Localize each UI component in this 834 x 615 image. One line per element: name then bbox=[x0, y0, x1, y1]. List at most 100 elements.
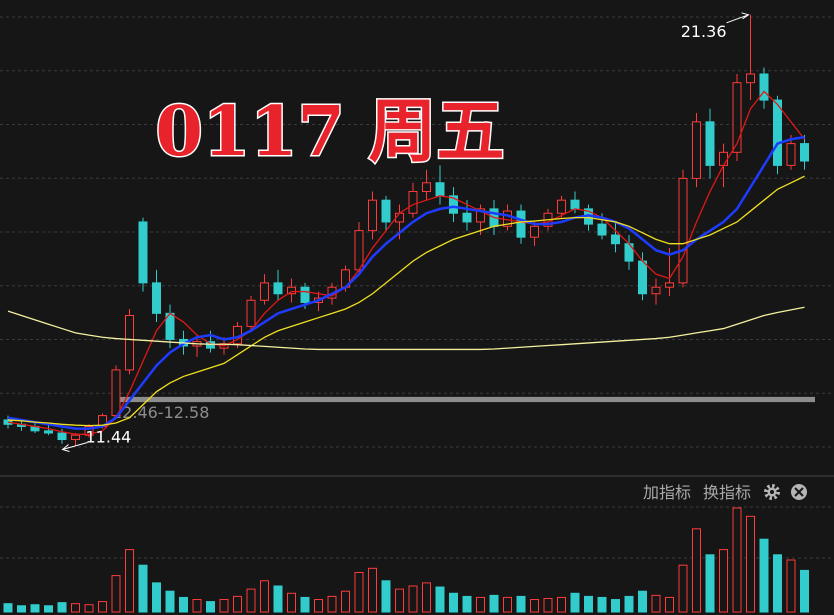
range-band-label: 12.46-12.58 bbox=[112, 403, 209, 422]
gear-teeth bbox=[764, 484, 780, 500]
volume-bar bbox=[287, 592, 296, 613]
volume-bar bbox=[57, 602, 67, 613]
volume-bar bbox=[759, 538, 769, 613]
candle-body bbox=[705, 121, 715, 166]
candle-body bbox=[287, 286, 296, 295]
volume-bar bbox=[543, 597, 553, 613]
volume-bar bbox=[341, 590, 350, 613]
candle-body bbox=[44, 430, 53, 434]
volume-bar bbox=[84, 604, 94, 613]
volume-bar bbox=[3, 603, 13, 613]
candle-body bbox=[516, 210, 526, 238]
volume-bar bbox=[719, 549, 728, 613]
candle-body bbox=[786, 143, 796, 166]
candle-body bbox=[732, 82, 742, 153]
volume-bar bbox=[651, 594, 661, 613]
volume-bar bbox=[219, 599, 229, 613]
candle-body bbox=[611, 234, 620, 245]
candle-body bbox=[152, 282, 161, 314]
candle-body bbox=[422, 182, 431, 192]
volume-bar bbox=[354, 571, 364, 613]
volume-bar bbox=[435, 586, 445, 613]
candle-body bbox=[435, 182, 445, 197]
volume-bar bbox=[476, 596, 485, 613]
candle-body bbox=[381, 199, 391, 223]
add-indicator-button[interactable]: 加指标 bbox=[643, 483, 691, 502]
volume-bar bbox=[570, 592, 580, 613]
volume-bar bbox=[233, 595, 242, 613]
volume-bar bbox=[408, 585, 418, 613]
volume-bar bbox=[462, 595, 472, 613]
candle-body bbox=[57, 432, 67, 441]
volume-bar bbox=[449, 592, 458, 613]
candle-body bbox=[800, 143, 809, 162]
candle-body bbox=[368, 199, 377, 232]
chart-title: 0117 周五 bbox=[156, 92, 505, 172]
high-label: 21.36 bbox=[681, 22, 727, 41]
volume-bar bbox=[611, 599, 620, 613]
gear-hole bbox=[770, 490, 774, 494]
volume-bar bbox=[314, 599, 323, 613]
candle-body bbox=[84, 425, 94, 436]
volume-bar bbox=[422, 582, 431, 613]
low-label: 11.44 bbox=[86, 428, 132, 447]
volume-bar bbox=[746, 515, 755, 613]
candle-body bbox=[71, 434, 80, 441]
volume-bar bbox=[44, 605, 53, 613]
candle-body bbox=[692, 121, 701, 179]
volume-bar bbox=[260, 580, 269, 613]
moving-average-line bbox=[7, 306, 805, 351]
candle-body bbox=[138, 221, 148, 284]
candle-body bbox=[638, 260, 647, 295]
volume-bar bbox=[98, 601, 107, 613]
change-indicator-button[interactable]: 换指标 bbox=[703, 483, 751, 502]
volume-bar bbox=[597, 596, 607, 613]
candle-body bbox=[570, 199, 580, 210]
candle-body bbox=[408, 190, 418, 214]
candle-body bbox=[557, 199, 566, 214]
volume-bar bbox=[17, 605, 26, 613]
close-icon[interactable] bbox=[791, 484, 807, 500]
volume-bar bbox=[773, 554, 782, 613]
settings-icon[interactable] bbox=[764, 484, 780, 500]
high-arrow bbox=[726, 12, 750, 24]
candle-body bbox=[759, 73, 769, 101]
candle-body bbox=[273, 282, 283, 295]
moving-average-line bbox=[7, 175, 805, 427]
candle-body bbox=[462, 212, 472, 223]
volume-bar bbox=[665, 596, 674, 613]
volume-bar bbox=[516, 595, 526, 613]
volume-bar bbox=[300, 596, 310, 613]
candle-body bbox=[773, 99, 782, 166]
volume-bar bbox=[638, 590, 647, 613]
candle-body bbox=[449, 195, 458, 214]
volume-bar bbox=[368, 567, 377, 613]
volume-bar bbox=[692, 528, 701, 613]
candle-body bbox=[719, 151, 728, 166]
volume-bar bbox=[71, 603, 80, 613]
volume-bar bbox=[327, 595, 337, 613]
candle-body bbox=[597, 223, 607, 236]
moving-average-line bbox=[7, 90, 806, 435]
volume-bar bbox=[179, 596, 188, 613]
candle-body bbox=[354, 230, 364, 271]
close-cross bbox=[794, 487, 804, 497]
candle-body bbox=[125, 315, 134, 371]
moving-average-line bbox=[7, 135, 805, 430]
volume-bar bbox=[206, 601, 215, 613]
volume-bar bbox=[624, 595, 634, 613]
volume-bar bbox=[584, 595, 593, 613]
candle-body bbox=[665, 282, 674, 288]
volume-bar bbox=[381, 580, 391, 613]
volume-bar bbox=[30, 604, 40, 613]
volume-bar bbox=[125, 549, 134, 613]
candle-body bbox=[111, 369, 121, 417]
volume-bar bbox=[489, 594, 499, 613]
candle-body bbox=[746, 73, 755, 84]
candle-body bbox=[530, 225, 539, 238]
volume-bar bbox=[678, 564, 688, 613]
volume-bar bbox=[111, 575, 121, 613]
